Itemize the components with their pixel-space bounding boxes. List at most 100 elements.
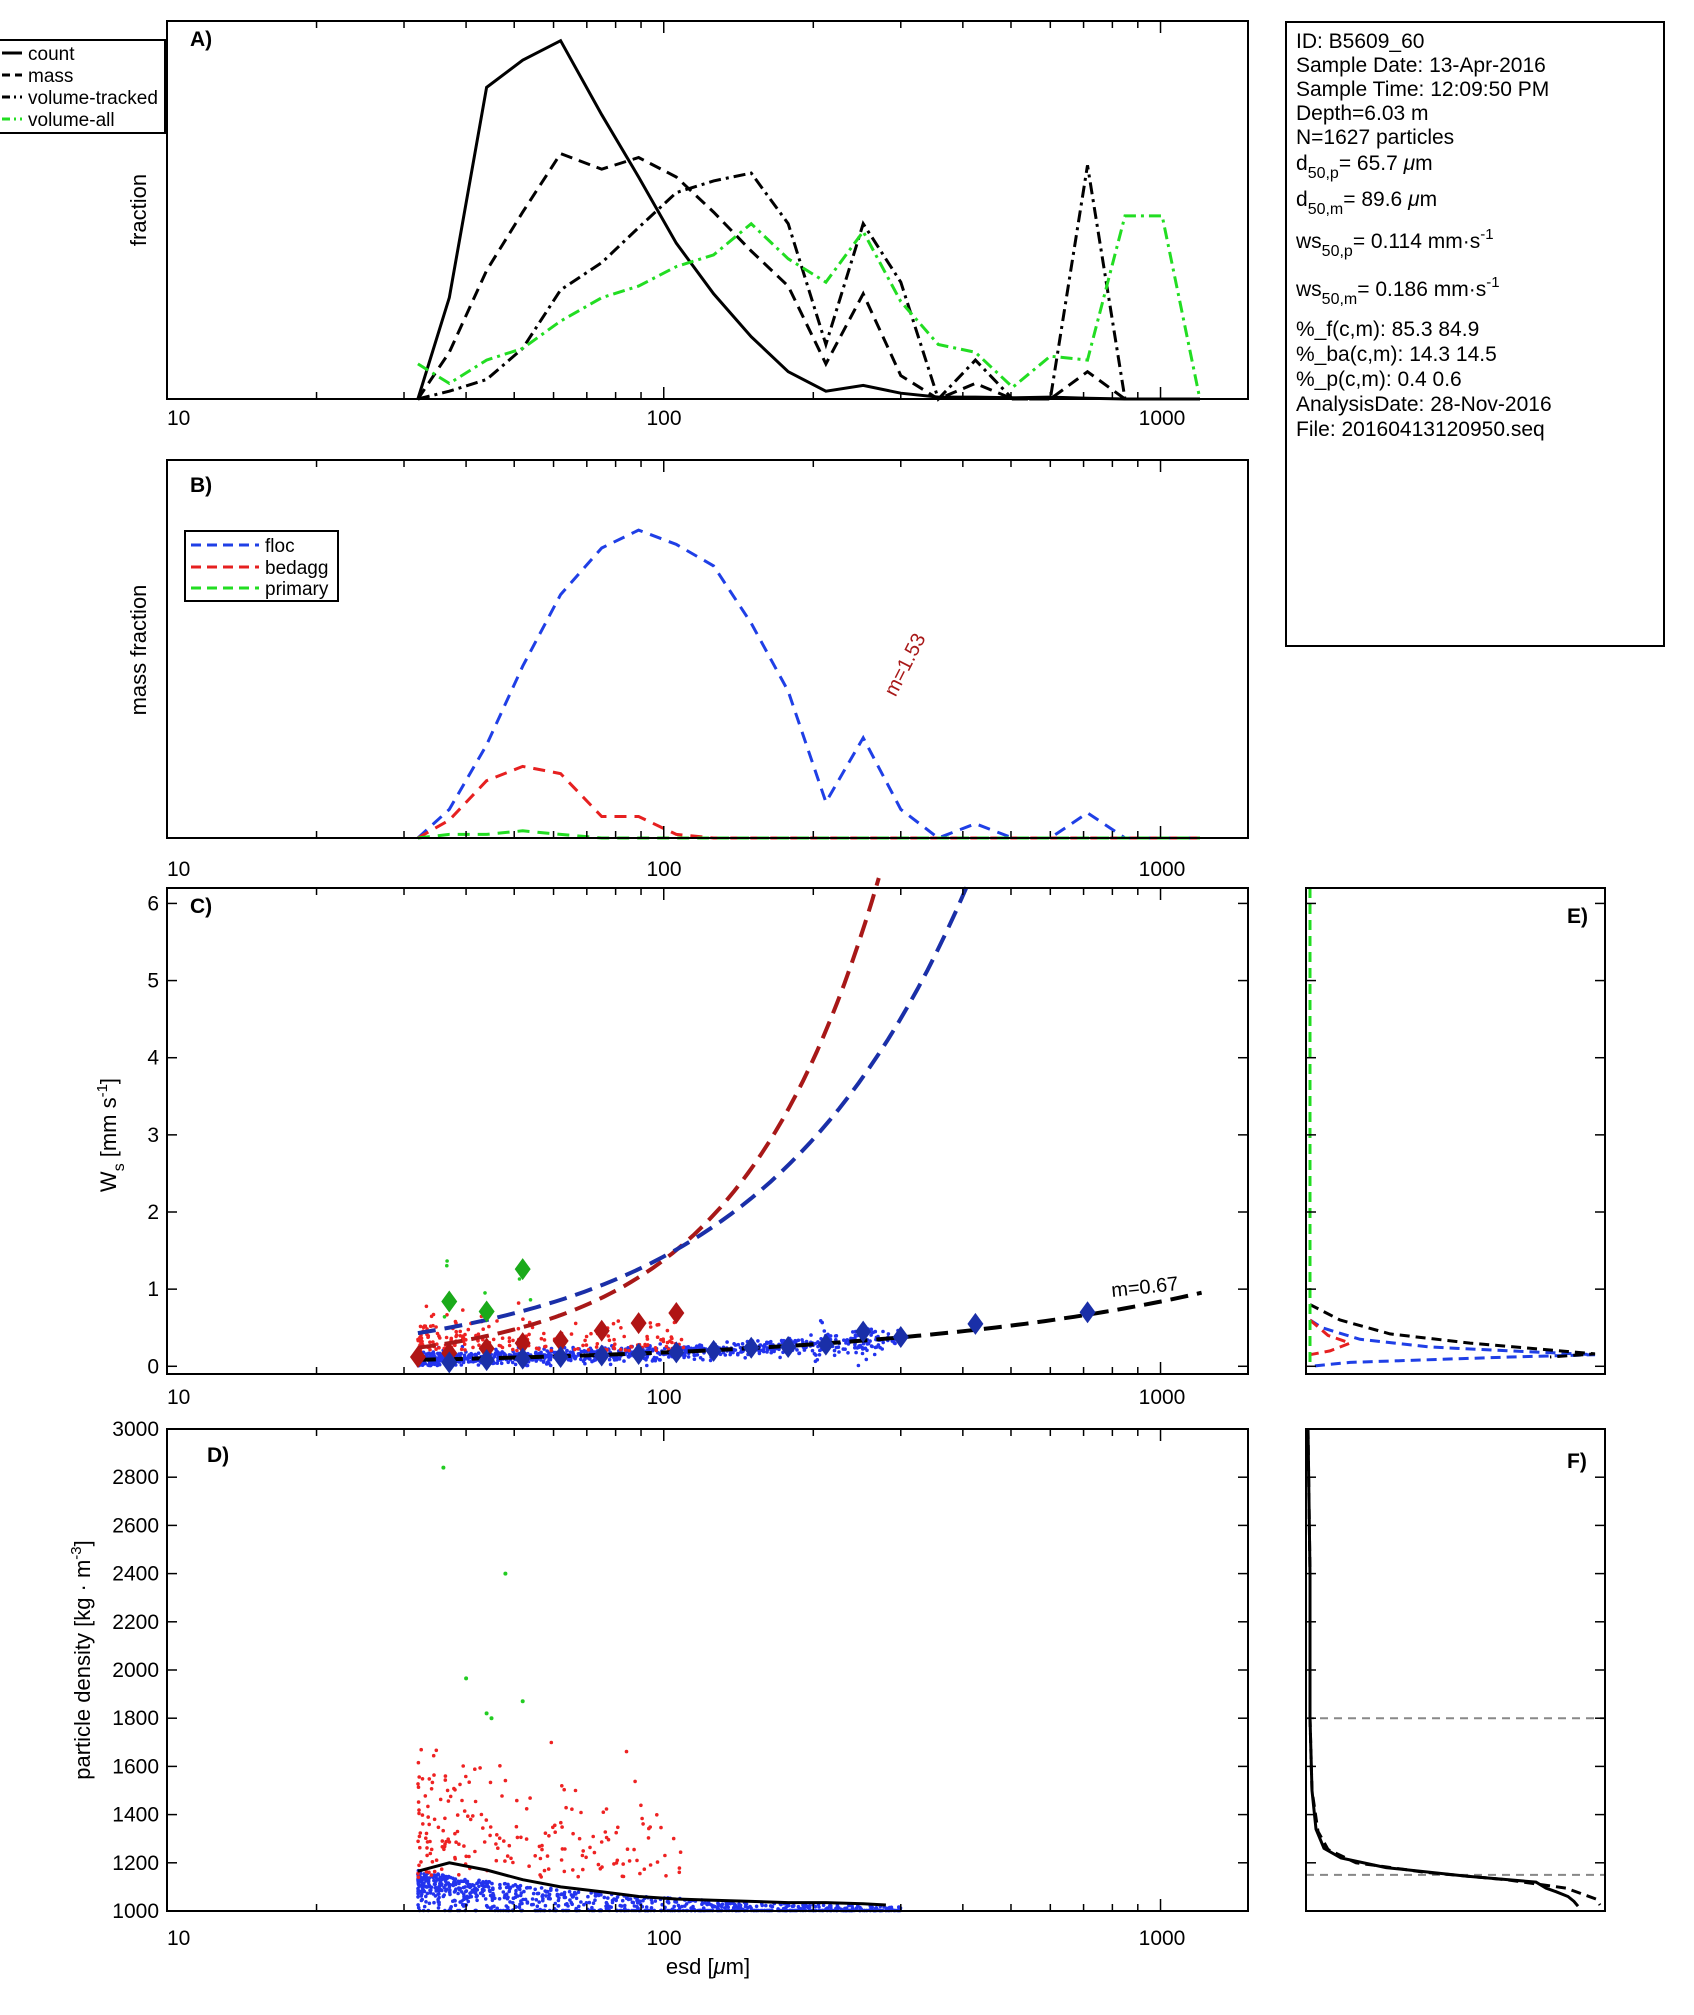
scatter-point-primary <box>445 1263 449 1268</box>
scatter-point-floc <box>573 1354 578 1359</box>
scatter-point-floc <box>416 1903 420 1907</box>
scatter-point-floc <box>454 1887 458 1891</box>
mean-marker-floc <box>441 1351 458 1374</box>
mean-marker-floc <box>817 1333 834 1356</box>
scatter-point-floc <box>495 1361 500 1365</box>
scatter-point-floc <box>571 1894 576 1898</box>
scatter-point-bedagg <box>481 1826 485 1830</box>
scatter-point-floc <box>737 1906 741 1911</box>
scatter-point-bedagg <box>515 1348 519 1353</box>
panel-c: C) Ws[mm s-1] 10 100 1000 0 1 2 3 4 5 6 m=1.53… <box>94 630 1249 1409</box>
scatter-point-bedagg <box>462 1342 467 1346</box>
panel-f-frame <box>1305 1428 1606 1912</box>
scatter-point-bedagg <box>418 1324 423 1329</box>
scatter-point-floc <box>711 1904 716 1908</box>
scatter-point-bedagg <box>562 1787 566 1792</box>
scatter-point-floc <box>860 1345 865 1350</box>
scatter-point-floc <box>821 1903 826 1908</box>
scatter-point-floc <box>570 1902 574 1907</box>
scatter-point-floc <box>568 1898 572 1902</box>
scatter-point-floc <box>501 1890 506 1894</box>
scatter-point-bedagg <box>643 1342 647 1347</box>
series-line-floc <box>416 528 1200 840</box>
scatter-point-bedagg <box>618 1347 623 1352</box>
y-tick-label: 2 <box>147 1201 159 1224</box>
scatter-point-floc <box>565 1349 569 1353</box>
panel-f-ticks <box>1306 1428 1605 1912</box>
info-pct-primary: %_p(c,m): 0.4 0.6 <box>1296 368 1462 391</box>
scatter-point-bedagg <box>621 1874 626 1879</box>
scatter-point-bedagg <box>423 1324 428 1328</box>
scatter-point-floc <box>525 1885 530 1890</box>
mean-marker-bedagg <box>409 1346 426 1369</box>
scatter-point-bedagg <box>421 1822 425 1826</box>
scatter-point-bedagg <box>648 1321 653 1325</box>
scatter-point-bedagg <box>416 1760 421 1765</box>
panel-f-label: F) <box>1567 1450 1587 1473</box>
panel-b-y-axis-label: mass fraction <box>126 585 151 716</box>
scatter-point-bedagg <box>416 1839 420 1844</box>
scatter-point-floc <box>812 1352 817 1356</box>
scatter-point-bedagg <box>491 1337 496 1342</box>
scatter-point-bedagg <box>671 1836 676 1841</box>
scatter-point-floc <box>807 1905 811 1910</box>
panel-c-label: C) <box>190 895 212 918</box>
scatter-point-bedagg <box>515 1835 520 1840</box>
panel-d-x-tick-10: 10 <box>167 1927 190 1950</box>
scatter-point-bedagg <box>455 1813 460 1817</box>
scatter-point-floc <box>420 1881 425 1886</box>
scatter-point-bedagg <box>437 1346 441 1350</box>
scatter-point-primary <box>441 1465 446 1470</box>
scatter-point-bedagg <box>443 1778 448 1782</box>
scatter-point-floc <box>541 1893 545 1897</box>
scatter-point-floc <box>419 1898 424 1903</box>
panel-a-legend: count mass volume-tracked volume-all <box>0 39 166 134</box>
panel-b-plot-area <box>416 528 1200 840</box>
scatter-point-floc <box>592 1358 596 1363</box>
scatter-point-floc <box>701 1357 705 1362</box>
y-tick-label: 6 <box>147 892 159 915</box>
scatter-point-floc <box>607 1357 612 1362</box>
scatter-point-floc <box>778 1355 782 1360</box>
panel-b-x-tick-100: 100 <box>646 858 681 881</box>
scatter-point-floc <box>836 1345 841 1349</box>
scatter-point-floc <box>623 1903 627 1908</box>
scatter-point-floc <box>692 1357 697 1361</box>
legend-mass-label: mass <box>28 66 73 87</box>
scatter-point-bedagg <box>494 1858 499 1863</box>
scatter-point-floc <box>582 1349 587 1354</box>
scatter-point-bedagg <box>471 1814 475 1818</box>
scatter-point-bedagg <box>424 1831 429 1836</box>
scatter-point-bedagg <box>583 1338 587 1343</box>
scatter-point-bedagg <box>496 1846 500 1850</box>
scatter-point-floc <box>424 1884 428 1889</box>
scatter-point-bedagg <box>511 1860 515 1865</box>
panel-a-x-tick-100: 100 <box>646 407 681 430</box>
scatter-point-floc <box>438 1351 442 1356</box>
scatter-point-bedagg <box>635 1858 639 1863</box>
scatter-point-bedagg <box>625 1847 630 1851</box>
scatter-point-floc <box>619 1904 624 1908</box>
scatter-point-floc <box>845 1338 849 1342</box>
panel-c-y-axis-label: Ws[mm s-1] <box>94 1078 128 1192</box>
scatter-point-floc <box>761 1349 766 1354</box>
scatter-point-bedagg <box>679 1337 684 1342</box>
scatter-point-bedagg <box>646 1836 651 1840</box>
scatter-point-bedagg <box>564 1805 568 1810</box>
scatter-point-floc <box>447 1890 452 1895</box>
y-tick-label: 1 <box>147 1278 159 1301</box>
panel-a: A) fraction 10 100 1000 count mass volum… <box>0 20 1249 430</box>
scatter-point-bedagg <box>467 1780 472 1784</box>
scatter-point-bedagg <box>591 1834 595 1839</box>
scatter-point-bedagg <box>431 1753 436 1758</box>
fit-curve-m=1.53 <box>417 877 881 1350</box>
scatter-point-floc <box>427 1901 432 1906</box>
scatter-point-bedagg <box>592 1850 597 1855</box>
scatter-point-bedagg <box>664 1874 668 1878</box>
scatter-point-floc <box>483 1897 488 1901</box>
panel-c-fit-labels: m=1.53m=1.05m=0.67 <box>880 630 1179 1302</box>
scatter-point-bedagg <box>429 1847 434 1852</box>
scatter-point-floc <box>548 1357 553 1362</box>
scatter-point-bedagg <box>542 1868 547 1873</box>
info-file: File: 20160413120950.seq <box>1296 418 1545 441</box>
